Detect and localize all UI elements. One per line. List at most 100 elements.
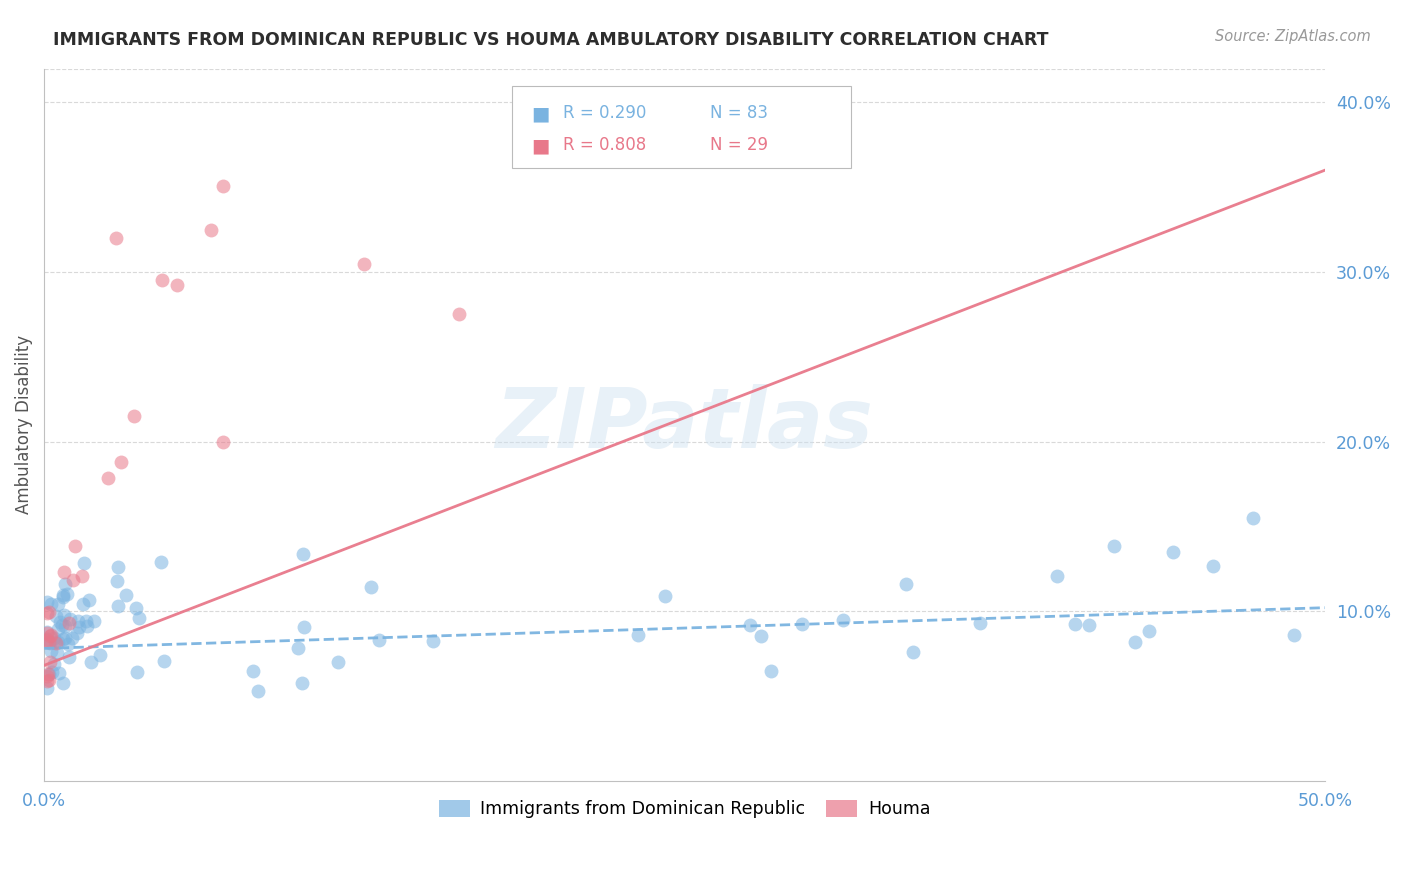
Point (55, 577, 77, 591)
Point (35, 625, 58, 640)
Point (242, 664, 264, 678)
Point (367, 632, 389, 647)
Point (35, 632, 58, 646)
Point (212, 434, 235, 449)
Point (53, 632, 76, 646)
Point (790, 616, 813, 631)
Point (740, 617, 762, 632)
Point (38, 673, 60, 687)
Point (42, 631, 65, 645)
Point (48, 666, 70, 681)
Y-axis label: Ambulatory Disability: Ambulatory Disability (15, 335, 32, 514)
Point (63, 539, 86, 553)
Point (42, 657, 65, 671)
Point (894, 577, 917, 591)
Point (37, 667, 59, 681)
Point (291, 675, 314, 690)
Point (1046, 569, 1069, 583)
Point (35, 632, 58, 647)
Point (152, 654, 174, 668)
Point (105, 574, 128, 589)
Point (53, 607, 76, 622)
Point (247, 684, 270, 698)
Point (38, 629, 60, 643)
Point (45, 636, 67, 650)
Text: Source: ZipAtlas.com: Source: ZipAtlas.com (1215, 29, 1371, 44)
Point (46, 635, 69, 649)
Point (52, 588, 75, 602)
Point (58, 650, 80, 665)
Point (38, 635, 60, 649)
Point (328, 655, 350, 669)
Text: ■: ■ (530, 104, 550, 123)
Point (292, 620, 315, 634)
Point (72, 557, 94, 571)
Text: R = 0.808: R = 0.808 (562, 136, 645, 154)
Point (1137, 624, 1160, 639)
Point (110, 455, 132, 469)
Point (49, 615, 72, 629)
Point (107, 599, 129, 613)
Point (66, 625, 89, 640)
Point (38, 605, 60, 619)
Point (1077, 617, 1099, 632)
Point (447, 307, 470, 321)
Point (55, 619, 77, 633)
Point (67, 620, 90, 634)
Point (72, 568, 94, 582)
Point (1241, 511, 1264, 525)
Point (79, 655, 101, 669)
Point (97, 471, 120, 485)
Legend: Immigrants from Dominican Republic, Houma: Immigrants from Dominican Republic, Houm… (432, 793, 938, 825)
Point (52, 676, 75, 690)
Point (422, 634, 444, 648)
Point (150, 273, 173, 287)
Point (77, 593, 100, 607)
Text: ■: ■ (530, 136, 550, 155)
FancyBboxPatch shape (512, 87, 851, 169)
Point (52, 565, 75, 579)
Point (75, 614, 97, 628)
Point (41, 644, 63, 658)
Point (115, 588, 138, 602)
Text: R = 0.290: R = 0.290 (562, 104, 647, 122)
Point (125, 665, 148, 680)
Point (59, 612, 82, 626)
Point (83, 615, 105, 629)
Point (35, 668, 58, 682)
Point (654, 589, 676, 603)
Point (122, 409, 145, 424)
Point (128, 611, 150, 625)
Point (104, 231, 127, 245)
Point (48, 622, 70, 636)
Text: ZIPatlas: ZIPatlas (495, 384, 873, 465)
Point (749, 628, 772, 642)
Point (969, 615, 991, 630)
Point (212, 178, 235, 193)
Point (166, 278, 188, 293)
Point (52, 632, 75, 647)
Point (759, 664, 782, 678)
Point (72, 597, 94, 611)
Point (1202, 558, 1225, 573)
Point (1064, 617, 1087, 632)
Point (52, 591, 75, 605)
Point (292, 547, 315, 561)
Point (200, 222, 222, 236)
Point (627, 628, 650, 642)
Point (901, 645, 924, 659)
Point (1282, 628, 1305, 642)
Point (41, 665, 63, 679)
Point (37, 666, 59, 681)
Point (37, 606, 59, 620)
Point (360, 580, 382, 594)
Point (58, 616, 80, 631)
Point (76, 618, 98, 632)
Point (60, 631, 83, 645)
Point (46, 597, 69, 611)
Point (150, 555, 173, 569)
Point (1161, 545, 1184, 559)
Point (1102, 539, 1125, 553)
Point (1123, 635, 1146, 649)
Point (353, 256, 375, 270)
